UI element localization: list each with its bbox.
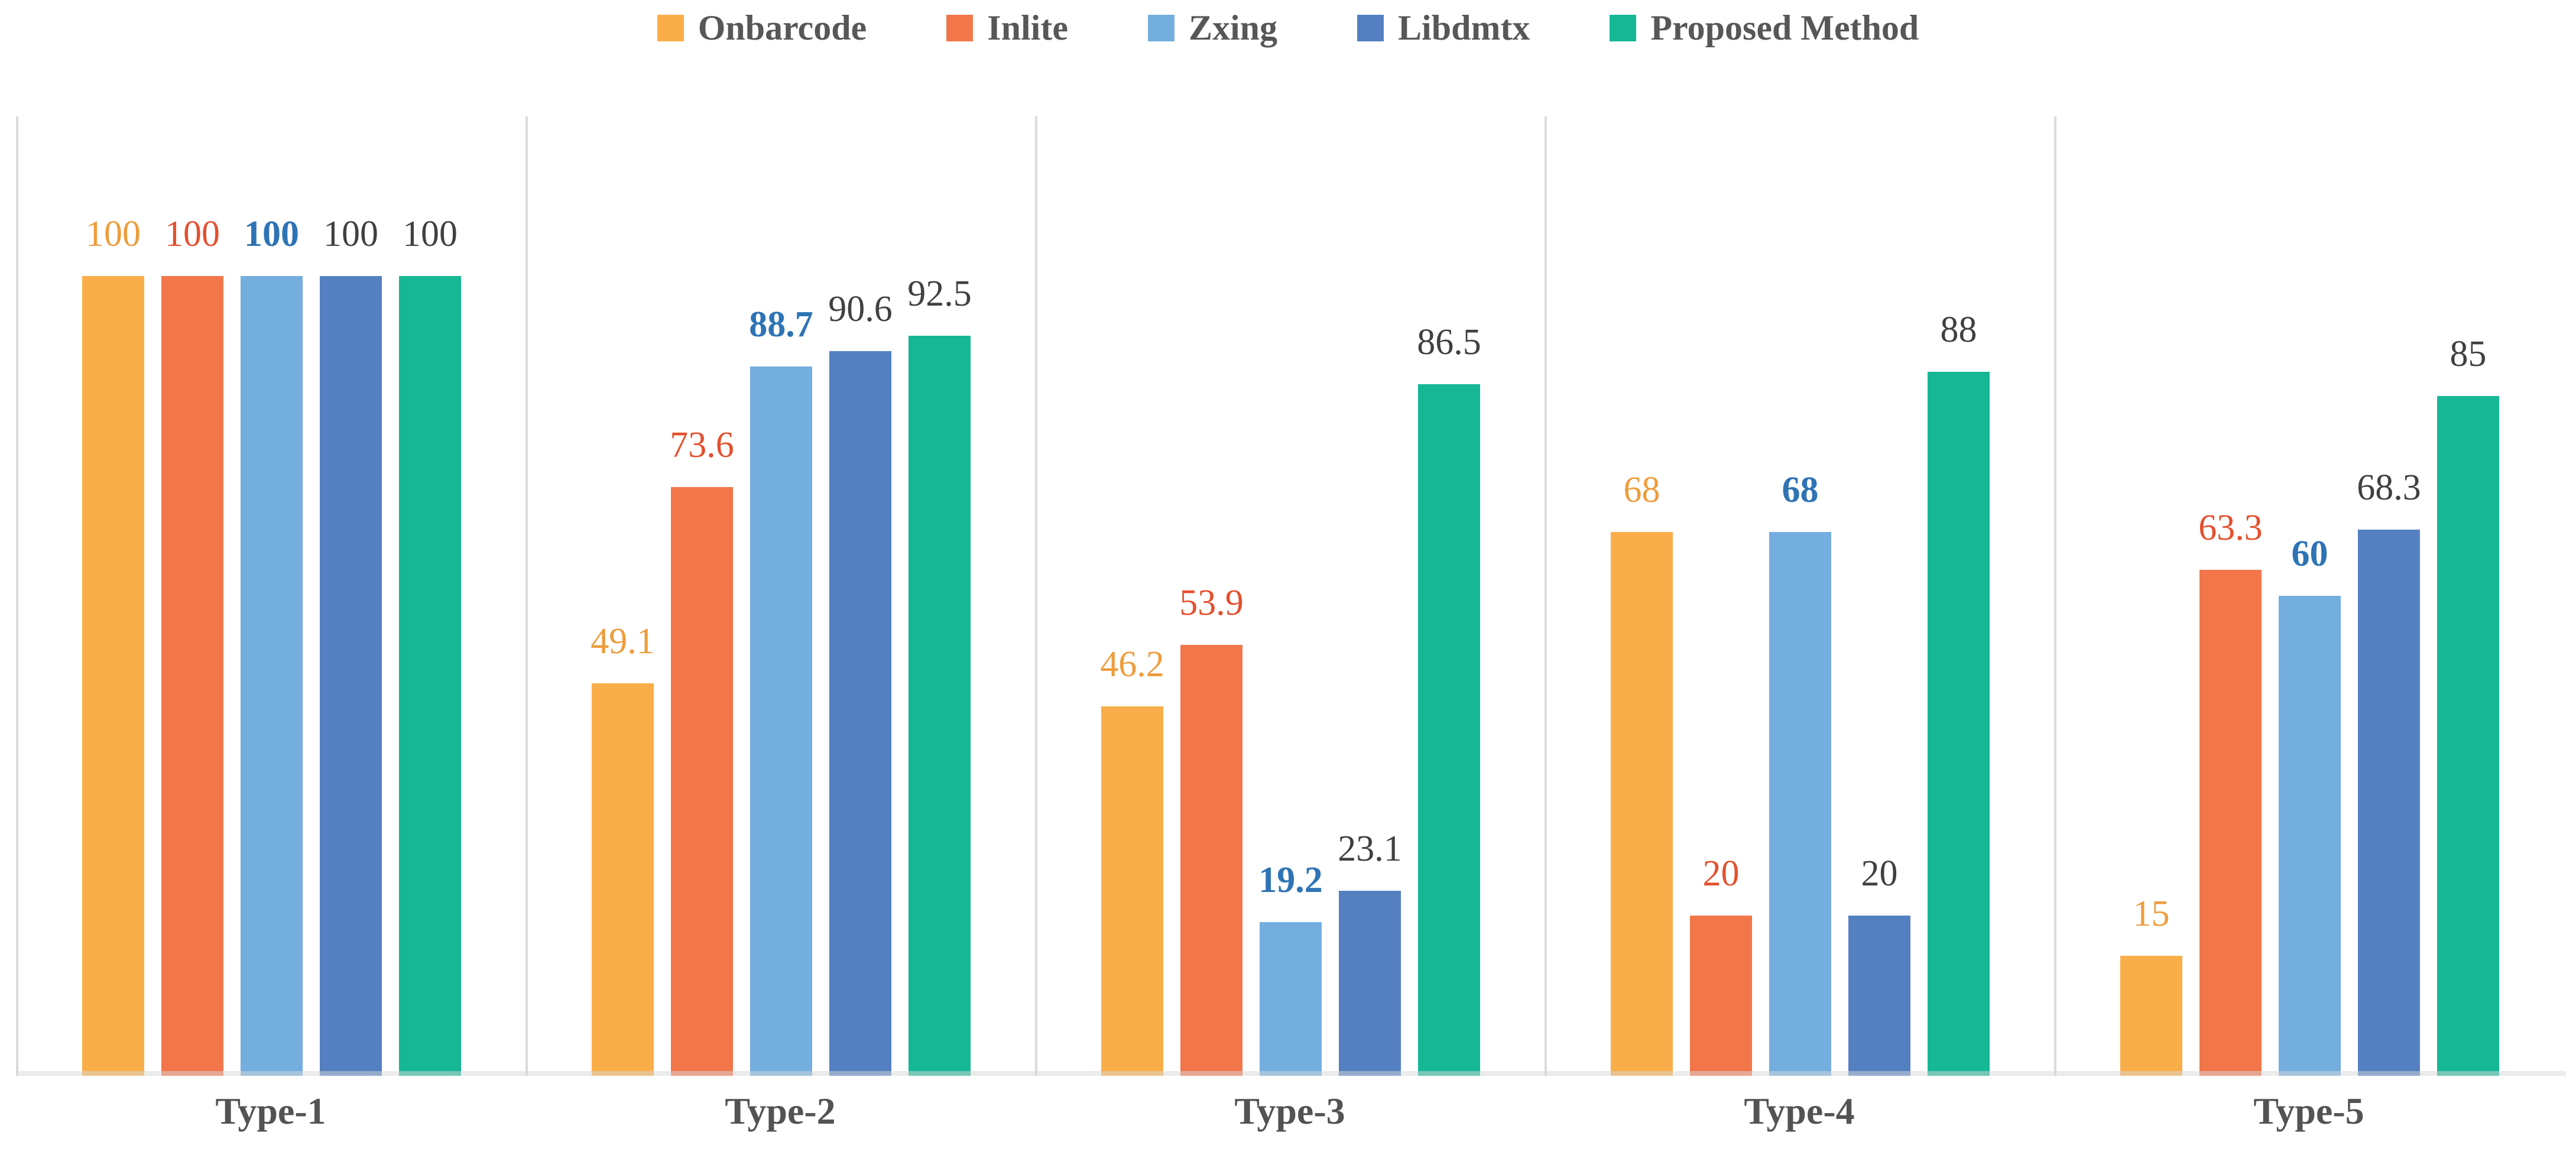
value-label-onbarcode-type-3: 46.2 bbox=[1100, 644, 1164, 684]
legend-label-proposed-method: Proposed Method bbox=[1650, 8, 1919, 47]
bar-inlite-type-1 bbox=[161, 276, 223, 1076]
bar-onbarcode-type-2 bbox=[592, 683, 654, 1076]
value-label-inlite-type-2: 73.6 bbox=[670, 425, 734, 465]
value-label-onbarcode-type-2: 49.1 bbox=[591, 621, 655, 661]
value-label-zxing-type-3: 19.2 bbox=[1258, 860, 1323, 900]
panel-type-2: 49.1 73.6 88.7 90.6 92.5 bbox=[525, 116, 1035, 1076]
legend-item-inlite: Inlite bbox=[946, 10, 1068, 46]
bar-zxing-type-5 bbox=[2279, 596, 2341, 1076]
value-label-inlite-type-4: 20 bbox=[1702, 854, 1740, 894]
value-label-zxing-type-4: 68 bbox=[1782, 470, 1819, 510]
plot-area: 100 100 100 100 100 49.1 73.6 88.7 90.6 92.5 46.2 5… bbox=[16, 116, 2566, 1076]
legend-swatch-proposed-method bbox=[1610, 14, 1637, 41]
bar-libdmtx-type-3 bbox=[1339, 891, 1401, 1076]
bar-onbarcode-type-3 bbox=[1101, 706, 1163, 1076]
legend-label-zxing: Zxing bbox=[1188, 8, 1278, 47]
category-label-type-4: Type-4 bbox=[1744, 1090, 1855, 1132]
panel-type-3: 46.2 53.9 19.2 23.1 86.5 bbox=[1035, 116, 1545, 1076]
bar-proposed-method-type-4 bbox=[1928, 372, 1990, 1076]
legend-item-zxing: Zxing bbox=[1147, 8, 1278, 47]
category-axis: Type-1 Type-2 Type-3 Type-4 Type-5 bbox=[16, 1092, 2566, 1130]
bar-zxing-type-4 bbox=[1769, 532, 1831, 1076]
bar-inlite-type-3 bbox=[1180, 645, 1242, 1076]
bar-libdmtx-type-2 bbox=[829, 351, 891, 1076]
legend-label-onbarcode: Onbarcode bbox=[697, 8, 867, 47]
bar-onbarcode-type-1 bbox=[82, 276, 144, 1076]
legend-item-proposed-method: Proposed Method bbox=[1610, 10, 1919, 46]
baseline-axis-line bbox=[16, 1071, 2566, 1076]
bar-onbarcode-type-5 bbox=[2120, 956, 2182, 1076]
value-label-proposed-method-type-1: 100 bbox=[403, 214, 458, 254]
bar-proposed-method-type-2 bbox=[909, 336, 971, 1076]
bar-zxing-type-2 bbox=[750, 366, 812, 1076]
value-label-libdmtx-type-4: 20 bbox=[1861, 854, 1898, 894]
bar-proposed-method-type-5 bbox=[2437, 396, 2499, 1076]
value-label-inlite-type-5: 63.3 bbox=[2198, 508, 2263, 548]
category-label-type-3: Type-3 bbox=[1234, 1090, 1345, 1132]
value-label-libdmtx-type-1: 100 bbox=[323, 214, 378, 254]
category-label-type-5: Type-5 bbox=[2253, 1090, 2364, 1132]
value-label-libdmtx-type-3: 23.1 bbox=[1338, 829, 1402, 869]
bar-libdmtx-type-5 bbox=[2358, 530, 2420, 1076]
bar-inlite-type-4 bbox=[1690, 916, 1752, 1076]
bar-proposed-method-type-3 bbox=[1418, 384, 1480, 1076]
bar-inlite-type-5 bbox=[2199, 570, 2262, 1076]
category-label-type-1: Type-1 bbox=[215, 1090, 326, 1132]
category-label-type-2: Type-2 bbox=[725, 1090, 836, 1132]
panel-type-5: 15 63.3 60 68.3 85 bbox=[2054, 116, 2564, 1076]
bar-libdmtx-type-1 bbox=[320, 276, 382, 1076]
bar-onbarcode-type-4 bbox=[1611, 532, 1673, 1076]
value-label-zxing-type-5: 60 bbox=[2291, 534, 2328, 574]
legend-label-inlite: Inlite bbox=[987, 8, 1068, 47]
legend-swatch-zxing bbox=[1147, 14, 1175, 41]
panel-type-1: 100 100 100 100 100 bbox=[16, 116, 525, 1076]
legend-swatch-onbarcode bbox=[657, 14, 684, 41]
bar-libdmtx-type-4 bbox=[1848, 916, 1910, 1076]
legend-label-libdmtx: Libdmtx bbox=[1398, 8, 1530, 47]
legend-swatch-libdmtx bbox=[1357, 14, 1384, 41]
value-label-zxing-type-1: 100 bbox=[244, 214, 299, 254]
value-label-libdmtx-type-5: 68.3 bbox=[2357, 468, 2421, 508]
value-label-inlite-type-1: 100 bbox=[165, 214, 220, 254]
bar-zxing-type-1 bbox=[241, 276, 303, 1076]
panel-type-4: 68 20 68 20 88 bbox=[1545, 116, 2054, 1076]
value-label-onbarcode-type-1: 100 bbox=[86, 214, 141, 254]
value-label-proposed-method-type-4: 88 bbox=[1940, 310, 1977, 350]
value-label-zxing-type-2: 88.7 bbox=[749, 304, 813, 345]
legend-item-libdmtx: Libdmtx bbox=[1357, 10, 1530, 46]
value-label-inlite-type-3: 53.9 bbox=[1179, 583, 1244, 623]
value-label-proposed-method-type-5: 85 bbox=[2450, 334, 2487, 374]
bar-proposed-method-type-1 bbox=[399, 276, 461, 1076]
bar-inlite-type-2 bbox=[671, 487, 733, 1076]
value-label-proposed-method-type-2: 92.5 bbox=[907, 274, 972, 314]
value-label-onbarcode-type-4: 68 bbox=[1623, 470, 1660, 510]
value-label-proposed-method-type-3: 86.5 bbox=[1417, 322, 1481, 362]
value-label-libdmtx-type-2: 90.6 bbox=[828, 289, 893, 329]
value-label-onbarcode-type-5: 15 bbox=[2133, 894, 2170, 934]
legend-item-onbarcode: Onbarcode bbox=[657, 10, 867, 46]
chart-legend: Onbarcode Inlite Zxing Libdmtx Proposed Meth… bbox=[0, 7, 2576, 48]
bar-zxing-type-3 bbox=[1260, 922, 1322, 1076]
legend-swatch-inlite bbox=[946, 14, 974, 41]
